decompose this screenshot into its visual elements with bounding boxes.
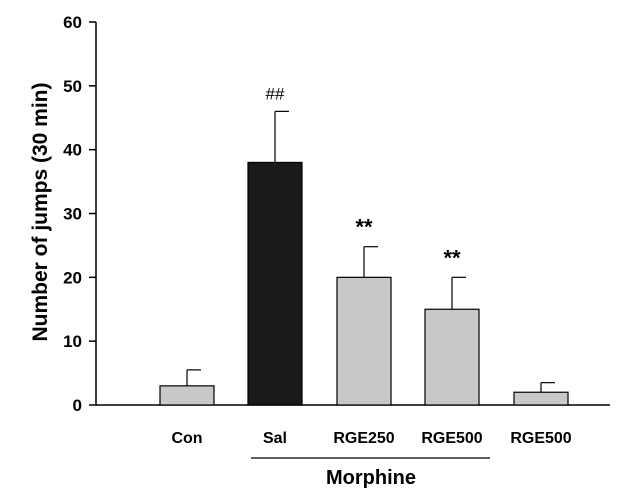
significance-annotation: ** [443, 245, 461, 270]
bar [336, 276, 392, 406]
bar [513, 391, 569, 406]
x-tick-label: RGE500 [510, 430, 571, 447]
y-axis-title: Number of jumps (30 min) [29, 82, 52, 341]
y-tick-label: 30 [63, 205, 82, 224]
x-tick-label: RGE250 [333, 430, 394, 447]
significance-annotation: ## [266, 84, 285, 103]
bars [159, 110, 569, 406]
y-tick-label: 10 [63, 332, 82, 351]
group-label-morphine: Morphine [326, 467, 416, 489]
y-tick-label: 50 [63, 77, 82, 96]
y-tick-label: 40 [63, 141, 82, 160]
bar [159, 385, 215, 406]
significance-annotation: ** [355, 215, 373, 240]
x-tick-label: RGE500 [421, 430, 482, 447]
y-tick-label: 0 [73, 396, 82, 415]
x-tick-label: Sal [263, 430, 287, 447]
bar [424, 308, 480, 406]
y-tick-label: 60 [63, 13, 82, 32]
labels: Con ## Sal ** RGE250 ** RGE500 RGE500 [171, 84, 572, 459]
y-tick-label: 20 [63, 268, 82, 287]
bar [247, 161, 303, 406]
x-tick-label: Con [171, 430, 202, 447]
